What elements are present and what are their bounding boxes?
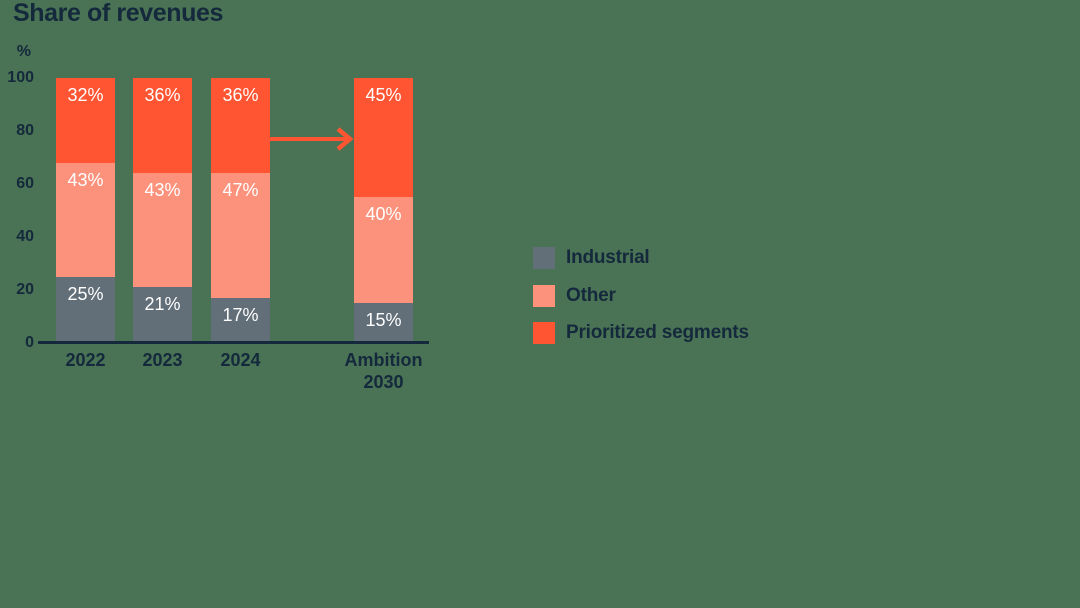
legend-swatch-prioritized — [533, 322, 555, 344]
segment-value-label: 25% — [67, 283, 104, 304]
segment-value-label: 40% — [365, 204, 402, 225]
bar-segment-other: 43% — [133, 173, 192, 288]
bar-segment-industrial: 15% — [354, 303, 413, 343]
bar-ambition-2030: 15% 40% 45% — [354, 78, 413, 343]
bar-segment-industrial: 25% — [56, 276, 115, 343]
x-axis-line — [38, 341, 429, 344]
legend-item-prioritized-segments: Prioritized segments — [533, 322, 749, 344]
y-axis-tick-label: 100 — [7, 69, 34, 86]
x-axis-label-2023: 2023 — [142, 350, 183, 370]
segment-value-label: 43% — [144, 180, 181, 201]
y-axis-tick-label: 20 — [16, 281, 34, 298]
legend-swatch-industrial — [533, 247, 555, 269]
segment-value-label: 36% — [144, 85, 181, 106]
y-axis-tick-label: 80 — [16, 122, 34, 139]
segment-value-label: 43% — [67, 169, 104, 190]
bar-segment-prioritized-segments: 36% — [133, 78, 192, 174]
legend-item-industrial: Industrial — [533, 247, 749, 269]
y-axis-tick-label: 40 — [16, 228, 34, 245]
bar-segment-prioritized-segments: 32% — [56, 78, 115, 163]
bar-2024: 17% 47% 36% — [211, 78, 270, 343]
segment-value-label: 45% — [365, 85, 402, 105]
legend: Industrial Other Prioritized segments — [533, 247, 749, 360]
segment-value-label: 36% — [222, 85, 259, 106]
segment-value-label: 47% — [222, 180, 259, 201]
legend-item-label: Industrial — [566, 247, 650, 268]
y-axis-tick-label: 0 — [25, 334, 34, 351]
segment-value-label: 21% — [144, 294, 181, 315]
bar-segment-other: 43% — [56, 162, 115, 277]
x-axis-label-2022: 2022 — [65, 350, 106, 370]
segment-value-label: 15% — [365, 310, 402, 331]
segment-value-label: 32% — [67, 85, 104, 106]
x-axis-label-2024: 2024 — [220, 350, 261, 370]
bar-segment-other: 47% — [211, 173, 270, 298]
legend-item-other: Other — [533, 284, 749, 307]
bar-2022: 25% 43% 32% — [56, 78, 115, 343]
bar-segment-prioritized-segments: 45% — [354, 78, 413, 198]
x-axis-label-ambition-2030: Ambition 2030 — [344, 350, 423, 392]
bar-segment-industrial: 17% — [211, 297, 270, 343]
legend-item-label: Prioritized segments — [566, 322, 749, 343]
bar-segment-prioritized-segments: 36% — [211, 78, 270, 174]
trend-arrow-icon — [270, 127, 354, 151]
bar-segment-industrial: 21% — [133, 287, 192, 343]
bar-segment-other: 40% — [354, 197, 413, 304]
y-axis-tick-label: 60 — [16, 175, 34, 192]
legend-swatch-other — [533, 284, 555, 307]
y-axis-unit-label: % — [16, 43, 31, 60]
legend-item-label: Other — [566, 284, 616, 306]
segment-value-label: 17% — [222, 304, 259, 325]
bar-2023: 21% 43% 36% — [133, 78, 192, 343]
chart-title: Share of revenues — [13, 0, 223, 27]
